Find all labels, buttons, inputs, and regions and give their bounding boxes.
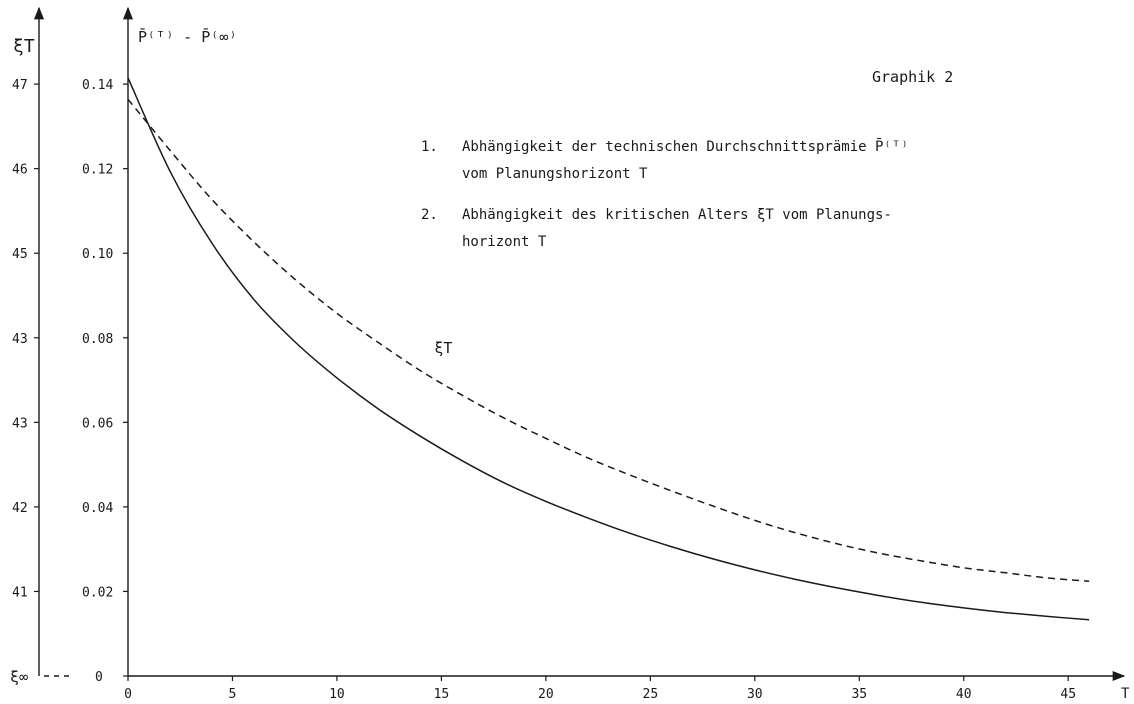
note-1-number: 1. xyxy=(421,139,438,155)
x-ticks: 0 5 10 15 20 25 30 35 40 45 xyxy=(124,676,1076,702)
left-y-ticks: 41 42 43 43 45 46 47 xyxy=(12,78,39,600)
x-axis-label: T xyxy=(1121,686,1130,702)
xi-infinity-label: ξ∞ xyxy=(10,668,28,686)
x-tick-label: 45 xyxy=(1060,687,1076,702)
x-tick-label: 35 xyxy=(851,687,867,702)
left-y-tick-label: 46 xyxy=(12,163,28,178)
x-tick-label: 0 xyxy=(124,687,132,702)
xi-symbol: ξT xyxy=(13,36,35,57)
x-tick-label: 30 xyxy=(747,687,763,702)
legend-notes: 1. Abhängigkeit der technischen Durchsch… xyxy=(421,137,909,250)
left-y-tick-label: 42 xyxy=(12,501,28,516)
right-y-tick-label: 0.04 xyxy=(82,501,113,516)
right-y-tick-label: 0.14 xyxy=(82,78,113,93)
x-tick-label: 40 xyxy=(956,687,972,702)
right-y-axis-label: P̄⁽ᵀ⁾ - P̄⁽∞⁾ xyxy=(138,27,237,46)
xi-series-line xyxy=(127,98,1090,583)
left-y-tick-label: 41 xyxy=(12,585,28,600)
axes xyxy=(33,6,1126,682)
x-tick-label: 20 xyxy=(538,687,554,702)
right-y-tick-label: 0.10 xyxy=(82,247,113,262)
left-y-tick-label: 47 xyxy=(12,78,28,93)
chart-title: Graphik 2 xyxy=(872,68,953,86)
left-y-tick-label: 45 xyxy=(12,247,28,262)
note-1-line-2: vom Planungshorizont T xyxy=(462,166,648,182)
note-2-line-2: horizont T xyxy=(462,234,547,250)
right-y-tick-label: 0.12 xyxy=(82,163,113,178)
note-2-line-1: Abhängigkeit des kritischen Alters ξT vo… xyxy=(462,207,892,223)
x-tick-label: 15 xyxy=(434,687,450,702)
left-y-tick-label: 43 xyxy=(12,416,28,431)
x-tick-label: 10 xyxy=(329,687,345,702)
right-y-ticks: 0 0.02 0.04 0.06 0.08 0.10 0.12 0.14 xyxy=(82,78,128,685)
x-tick-label: 5 xyxy=(229,687,237,702)
right-y-tick-label: 0.02 xyxy=(82,585,113,600)
left-y-tick-label: 43 xyxy=(12,332,28,347)
right-y-tick-label: 0.06 xyxy=(82,416,113,431)
note-2-number: 2. xyxy=(421,207,438,223)
right-y-tick-label: 0 xyxy=(95,670,103,685)
x-tick-label: 25 xyxy=(643,687,659,702)
series-layer xyxy=(127,77,1090,621)
premium-series-line xyxy=(127,77,1090,621)
left-y-axis-label: ξT xyxy=(13,36,35,57)
xi-curve-annotation: ξT xyxy=(434,339,452,357)
note-1-line-1: Abhängigkeit der technischen Durchschnit… xyxy=(462,137,909,155)
right-y-tick-label: 0.08 xyxy=(82,332,113,347)
